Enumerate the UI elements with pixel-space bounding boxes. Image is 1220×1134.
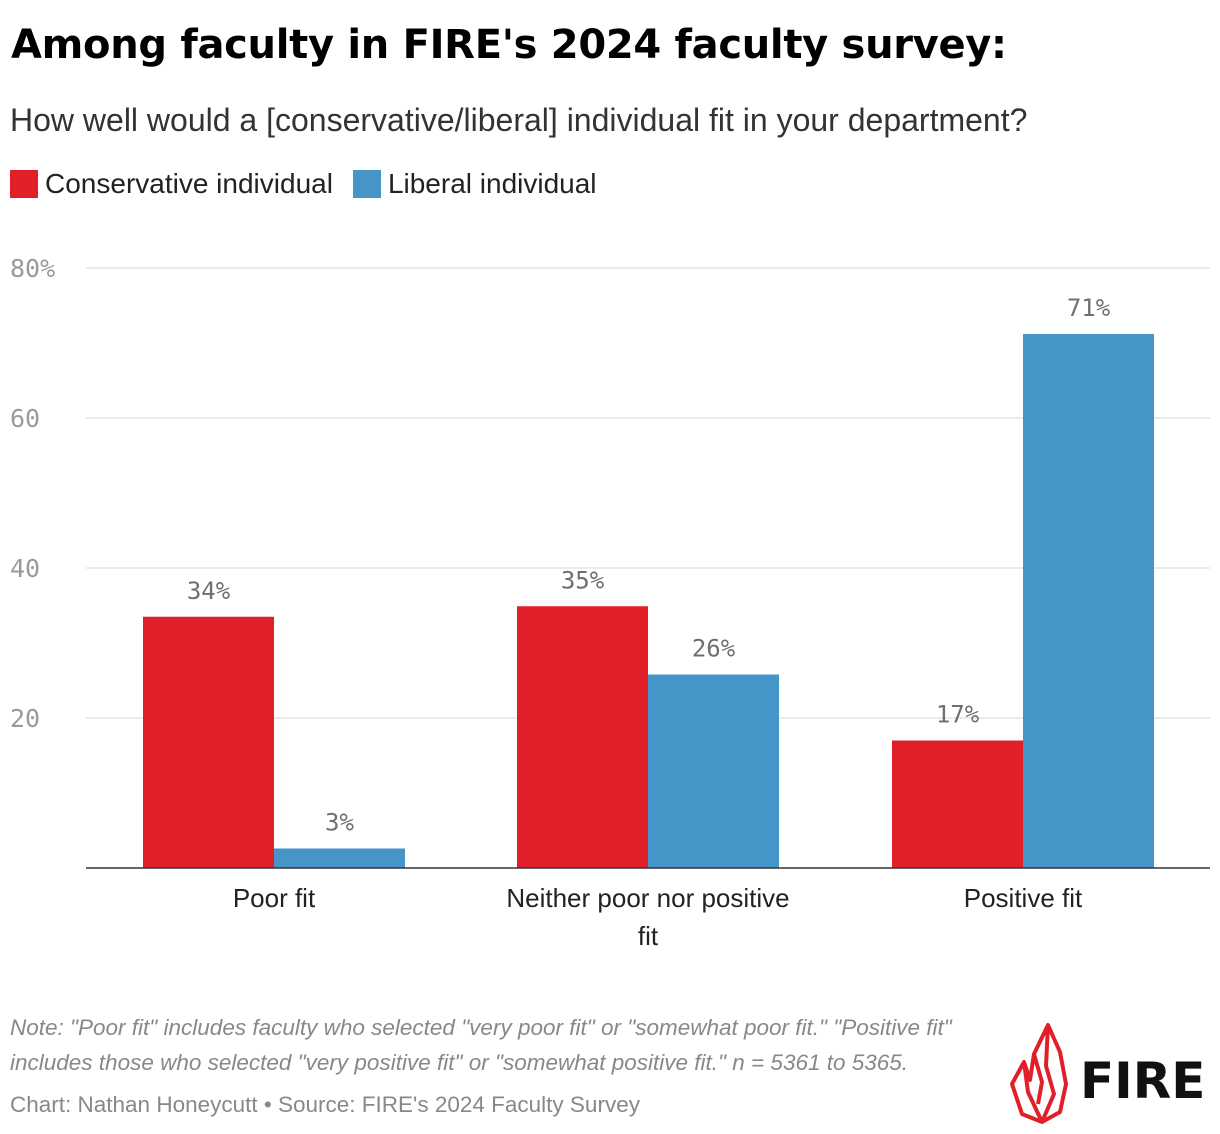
y-tick-label: 60 [10, 404, 40, 433]
footnote-line-2: includes those who selected "very positi… [10, 1050, 909, 1075]
x-tick-label: Positive fit [964, 883, 1083, 913]
bar [517, 606, 648, 868]
source-credit: Chart: Nathan Honeycutt • Source: FIRE's… [10, 1092, 640, 1117]
data-label: 17% [936, 701, 980, 729]
bar [648, 674, 779, 868]
chart-title: Among faculty in FIRE's 2024 faculty sur… [11, 22, 1007, 68]
data-label: 26% [692, 635, 736, 663]
footnote: Note: "Poor fit" includes faculty who se… [10, 1010, 1010, 1080]
data-label: 35% [561, 566, 605, 594]
bar [892, 740, 1023, 868]
bar [1023, 334, 1154, 868]
y-tick-label: 40 [10, 554, 40, 583]
bar [143, 616, 274, 868]
y-tick-label: 80% [10, 254, 55, 283]
flame-icon [1010, 1023, 1068, 1124]
legend-label-conservative: Conservative individual [45, 168, 333, 199]
x-tick-label: Neither poor nor positive [506, 883, 789, 913]
data-label: 3% [325, 809, 354, 837]
legend: Conservative individual Liberal individu… [10, 168, 617, 200]
legend-swatch-liberal [352, 170, 381, 198]
legend-item-liberal: Liberal individual [352, 168, 597, 200]
y-tick-label: 20 [10, 704, 40, 733]
fire-logo: FIRE [1010, 1023, 1205, 1124]
legend-item-conservative: Conservative individual [10, 168, 333, 200]
bar-chart: 20 40 60 80% 34% 35% 17% 3% 26% 71% Poor fit Neithe… [10, 254, 1210, 951]
footnote-line-1: Note: "Poor fit" includes faculty who se… [10, 1015, 952, 1040]
x-tick-label: Poor fit [233, 883, 316, 913]
legend-label-liberal: Liberal individual [387, 168, 597, 199]
x-tick-label: fit [638, 921, 659, 951]
logo-text: FIRE [1080, 1052, 1205, 1110]
chart-subtitle: How well would a [conservative/liberal] … [10, 102, 1028, 138]
data-label: 71% [1067, 294, 1111, 322]
bar [274, 848, 405, 868]
legend-swatch-conservative [10, 170, 38, 198]
data-label: 34% [187, 577, 231, 605]
